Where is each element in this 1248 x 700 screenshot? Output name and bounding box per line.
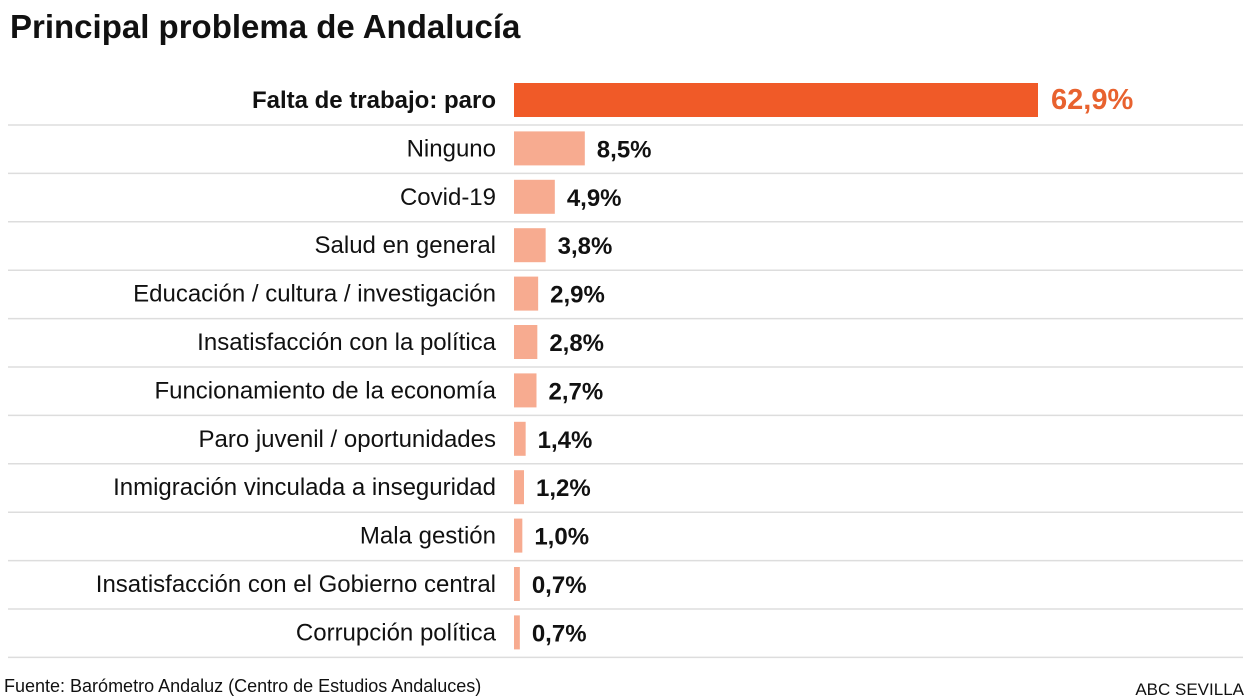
value-label: 8,5% (597, 136, 652, 163)
value-label: 3,8% (558, 233, 613, 260)
bar (514, 470, 524, 505)
category-label: Educación / cultura / investigación (133, 281, 496, 308)
value-label: 0,7% (532, 620, 587, 647)
category-label: Funcionamiento de la economía (154, 377, 496, 404)
value-label: 2,7% (548, 378, 603, 405)
value-label: 2,9% (550, 282, 605, 309)
category-label: Mala gestión (360, 523, 496, 550)
value-label: 0,7% (532, 572, 587, 599)
category-label: Falta de trabajo: paro (252, 87, 496, 114)
bar (514, 228, 546, 263)
bar (514, 373, 537, 408)
category-label: Paro juvenil / oportunidades (198, 426, 496, 453)
value-label: 2,8% (549, 330, 604, 357)
value-label: 1,2% (536, 475, 591, 502)
bar (514, 567, 520, 601)
bar (514, 615, 520, 650)
credit: ABC SEVILLA (1135, 680, 1244, 699)
bar (514, 179, 555, 214)
category-label: Insatisfacción con el Gobierno central (96, 571, 496, 598)
category-label: Corrupción política (296, 619, 497, 646)
category-label: Insatisfacción con la política (197, 329, 496, 356)
bar (514, 83, 1038, 117)
chart-title: Principal problema de Andalucía (10, 8, 521, 45)
value-label: 1,4% (538, 427, 593, 454)
bar (514, 518, 523, 553)
value-label: 1,0% (534, 524, 589, 551)
value-label: 4,9% (567, 185, 622, 212)
bar (514, 421, 526, 456)
bar (514, 325, 538, 359)
bar (514, 131, 585, 166)
bar-chart: Falta de trabajo: paro 62,9% Ninguno 8,5% Co… (8, 83, 1243, 659)
category-label: Covid-19 (400, 184, 496, 211)
category-label: Inmigración vinculada a inseguridad (113, 474, 496, 501)
bar (514, 276, 539, 311)
source-note: Fuente: Barómetro Andaluz (Centro de Est… (4, 676, 482, 696)
category-label: Salud en general (315, 232, 496, 259)
value-label: 62,9% (1051, 84, 1133, 116)
category-label: Ninguno (407, 135, 496, 162)
